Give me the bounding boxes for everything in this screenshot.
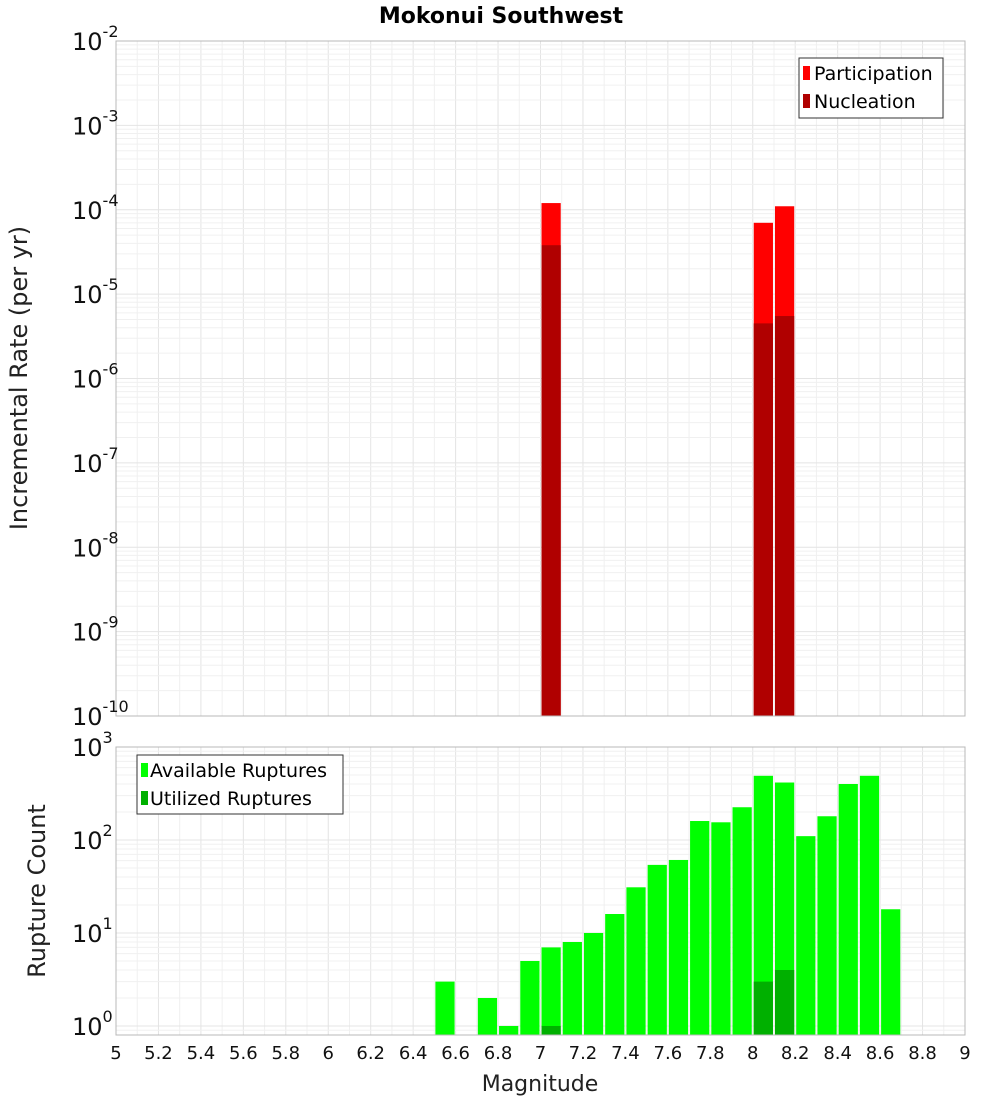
count-plot-frame — [115, 746, 966, 1036]
nucleation-bar — [541, 245, 561, 717]
y-tick-label: 10-6 — [72, 360, 119, 394]
utilized-ruptures-bar — [541, 1025, 561, 1035]
rate-plot-panel: 10-10 10-9 10-8 10-7 10-6 10-5 10-4 10-3 10-2 In… — [5, 22, 966, 731]
rate-plot-frame — [115, 40, 966, 717]
available-ruptures-bar — [796, 836, 816, 1035]
nucleation-legend-swatch — [803, 94, 810, 108]
available-ruptures-bar — [668, 859, 689, 1035]
available-ruptures-bar — [541, 947, 561, 1035]
y-tick-label: 10-9 — [72, 613, 119, 647]
magnitude-tick-label: 6.8 — [484, 1043, 513, 1064]
magnitude-tick-label: 7.8 — [696, 1043, 725, 1064]
rate-legend-box — [798, 57, 944, 119]
y-tick-label: 10-5 — [72, 275, 119, 309]
count-legend: Available Ruptures Utilized Ruptures — [136, 754, 344, 815]
available-ruptures-bar — [520, 960, 540, 1035]
magnitude-tick-label: 7.4 — [611, 1043, 640, 1064]
nucleation-bar — [774, 316, 795, 716]
magnitude-tick-label: 8.2 — [781, 1043, 810, 1064]
magnitude-tick-label: 8.6 — [866, 1043, 895, 1064]
y-tick-label: 10-10 — [72, 697, 129, 731]
available-ruptures-bar — [562, 942, 582, 1035]
magnitude-tick-label: 6.6 — [441, 1043, 470, 1064]
rate-y-axis-label: Incremental Rate (per yr) — [5, 226, 33, 530]
rate-y-tick-labels: 10-10 10-9 10-8 10-7 10-6 10-5 10-4 10-3 10-2 — [72, 22, 129, 731]
y-tick-label: 101 — [72, 914, 113, 948]
magnitude-tick-label: 8.8 — [908, 1043, 937, 1064]
available-legend-swatch — [141, 763, 148, 777]
available-ruptures-bar — [435, 981, 455, 1035]
available-ruptures-bar — [605, 914, 625, 1035]
available-ruptures-bar — [753, 775, 773, 1035]
magnitude-axis-label: Magnitude — [482, 1072, 599, 1097]
available-ruptures-bar — [499, 1025, 519, 1035]
magnitude-tick-label: 6.4 — [399, 1043, 428, 1064]
magnitude-tick-label: 5.6 — [229, 1043, 258, 1064]
nucleation-bar — [753, 323, 773, 716]
utilized-ruptures-bar — [774, 969, 795, 1035]
magnitude-tick-label: 8.4 — [823, 1043, 852, 1064]
magnitude-tick-label: 5 — [110, 1043, 121, 1064]
participation-legend-label: Participation — [814, 63, 933, 85]
chart-title: Mokonui Southwest — [379, 4, 624, 29]
available-ruptures-bar — [881, 909, 901, 1035]
participation-legend-swatch — [803, 66, 810, 80]
available-ruptures-bar — [859, 775, 880, 1035]
available-legend-label: Available Ruptures — [150, 760, 327, 782]
count-y-axis-label: Rupture Count — [23, 804, 51, 978]
magnitude-tick-label: 6.2 — [356, 1043, 385, 1064]
available-ruptures-bar — [477, 997, 498, 1035]
count-legend-box — [136, 754, 344, 815]
available-ruptures-bar — [626, 887, 646, 1035]
count-plot-panel: 100 101 102 103 5 5.2 5.4 5.6 5.8 6 6.2 6.4 6.6 6.8 7… — [23, 728, 971, 1097]
magnitude-tick-label: 9 — [959, 1043, 970, 1064]
rate-plot-bars — [541, 203, 795, 717]
available-ruptures-bar — [647, 864, 667, 1035]
magnitude-tick-label: 5.2 — [144, 1043, 173, 1064]
utilized-legend-label: Utilized Ruptures — [150, 788, 312, 810]
magnitude-tick-label: 6 — [323, 1043, 334, 1064]
y-tick-label: 10-2 — [72, 22, 119, 56]
nucleation-legend-label: Nucleation — [814, 91, 916, 113]
y-tick-label: 103 — [72, 728, 113, 762]
available-ruptures-bar — [690, 821, 710, 1035]
available-ruptures-bar — [838, 784, 858, 1035]
y-tick-label: 102 — [72, 821, 113, 855]
count-plot-bars — [435, 775, 901, 1035]
available-ruptures-bar — [732, 807, 752, 1035]
y-tick-label: 100 — [72, 1007, 113, 1041]
count-y-tick-labels: 100 101 102 103 — [72, 728, 113, 1041]
magnitude-tick-label: 8 — [747, 1043, 758, 1064]
rate-legend: Participation Nucleation — [798, 57, 944, 119]
available-ruptures-bar — [583, 932, 604, 1035]
magnitude-tick-label: 7.6 — [654, 1043, 683, 1064]
rate-plot-grid — [115, 40, 966, 717]
magnitude-tick-label: 5.4 — [187, 1043, 216, 1064]
available-ruptures-bar — [817, 816, 837, 1035]
magnitude-tick-labels: 5 5.2 5.4 5.6 5.8 6 6.2 6.4 6.6 6.8 7 7.2 7.4 7.6 7.8 8… — [110, 1043, 970, 1064]
magnitude-tick-label: 5.8 — [271, 1043, 300, 1064]
y-tick-label: 10-8 — [72, 528, 119, 562]
utilized-ruptures-bar — [753, 981, 773, 1035]
magnitude-tick-label: 7 — [535, 1043, 546, 1064]
utilized-legend-swatch — [141, 791, 148, 805]
available-ruptures-bar — [711, 822, 731, 1035]
y-tick-label: 10-4 — [72, 191, 119, 225]
y-tick-label: 10-3 — [72, 106, 119, 140]
y-tick-label: 10-7 — [72, 444, 119, 478]
magnitude-tick-label: 7.2 — [569, 1043, 598, 1064]
